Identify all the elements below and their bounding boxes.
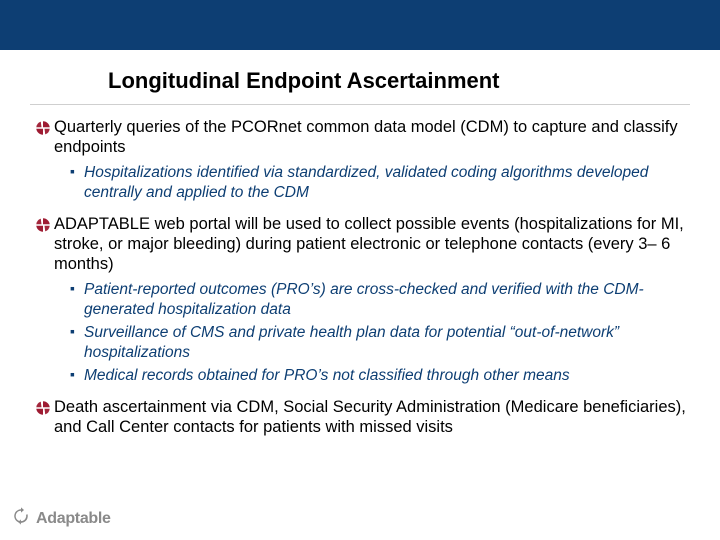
sub-bullet: ▪Surveillance of CMS and private health … — [70, 323, 690, 362]
sub-bullet-text: Surveillance of CMS and private health p… — [84, 323, 690, 362]
footer-brand: Adaptable — [12, 507, 111, 530]
main-bullet: ADAPTABLE web portal will be used to col… — [30, 214, 690, 274]
sub-bullet-list: ▪Patient-reported outcomes (PRO’s) are c… — [70, 280, 690, 385]
bullet-icon — [34, 119, 54, 142]
sub-bullet-list: ▪Hospitalizations identified via standar… — [70, 163, 690, 202]
main-bullet-text: Death ascertainment via CDM, Social Secu… — [54, 397, 690, 437]
sub-bullet: ▪Medical records obtained for PRO’s not … — [70, 366, 690, 385]
sub-bullet-text: Hospitalizations identified via standard… — [84, 163, 690, 202]
main-bullet: Quarterly queries of the PCORnet common … — [30, 117, 690, 157]
bullet-icon — [34, 216, 54, 239]
square-marker-icon: ▪ — [70, 366, 84, 384]
footer-brand-text: Adaptable — [36, 510, 111, 528]
sub-bullet-text: Patient-reported outcomes (PRO’s) are cr… — [84, 280, 690, 319]
square-marker-icon: ▪ — [70, 323, 84, 341]
slide-title: Longitudinal Endpoint Ascertainment — [30, 60, 690, 105]
main-bullet: Death ascertainment via CDM, Social Secu… — [30, 397, 690, 437]
bullet-list: Quarterly queries of the PCORnet common … — [30, 117, 690, 438]
square-marker-icon: ▪ — [70, 280, 84, 298]
main-bullet-text: ADAPTABLE web portal will be used to col… — [54, 214, 690, 274]
bullet-icon — [34, 399, 54, 422]
sub-bullet: ▪Patient-reported outcomes (PRO’s) are c… — [70, 280, 690, 319]
recycle-icon — [12, 507, 30, 530]
sub-bullet-text: Medical records obtained for PRO’s not c… — [84, 366, 570, 385]
slide-content: Longitudinal Endpoint Ascertainment Quar… — [0, 50, 720, 438]
square-marker-icon: ▪ — [70, 163, 84, 181]
main-bullet-text: Quarterly queries of the PCORnet common … — [54, 117, 690, 157]
sub-bullet: ▪Hospitalizations identified via standar… — [70, 163, 690, 202]
header-band — [0, 0, 720, 50]
